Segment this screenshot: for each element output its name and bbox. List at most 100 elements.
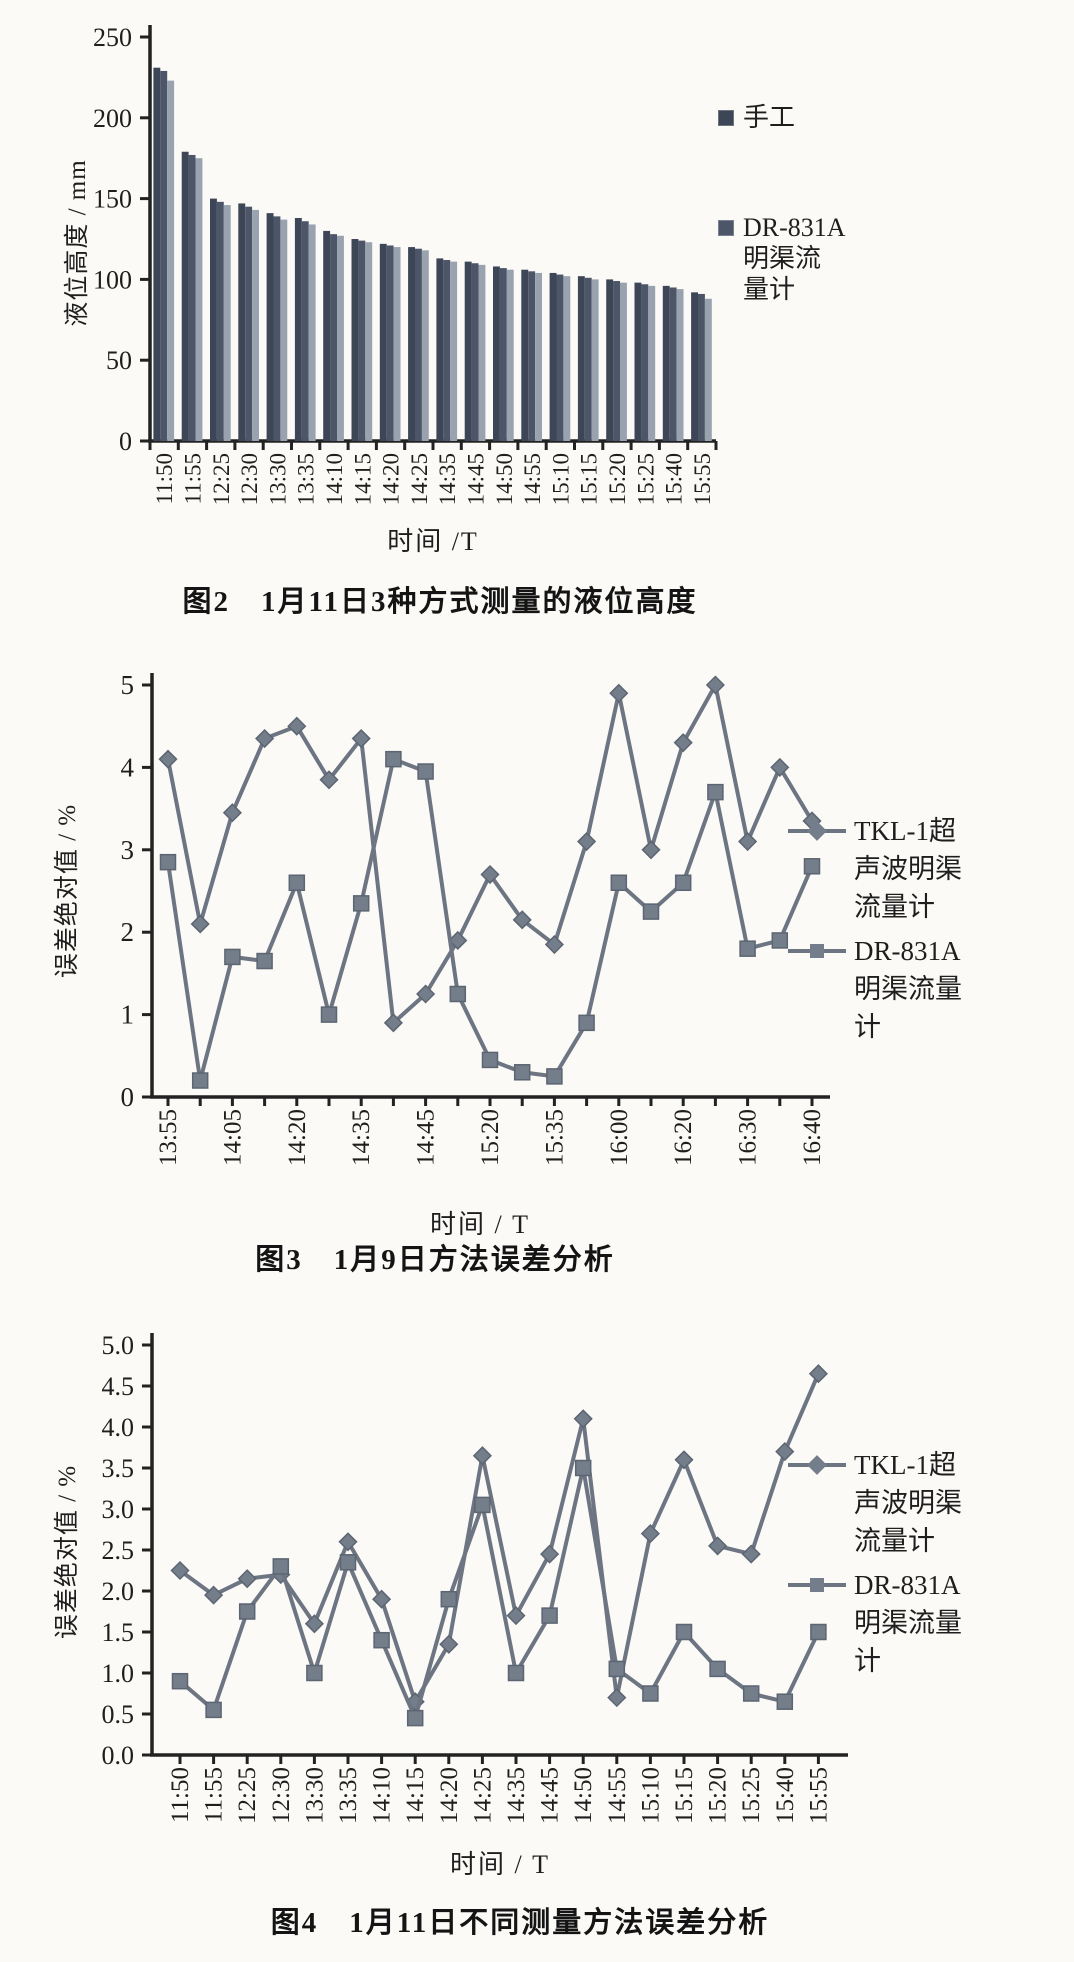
fig4-square-marker	[810, 1623, 827, 1641]
fig4-x-tick-label: 11:55	[201, 1767, 228, 1823]
fig3-diamond-marker	[673, 733, 693, 753]
fig2-bar-dr831a	[528, 271, 536, 441]
fig3-x-tick-label: 16:30	[735, 1109, 762, 1166]
fig3-diamond-marker	[609, 683, 629, 703]
fig3-diamond-marker	[577, 831, 597, 852]
fig2-bar-manual	[351, 239, 359, 441]
fig4-x-axis-title: 时间 / T	[449, 1850, 551, 1879]
fig2-x-tick-label: 14:50	[492, 453, 517, 505]
fig2-bar-aux	[506, 269, 514, 441]
fig3-diamond-marker	[705, 675, 725, 695]
fig4-square-marker	[205, 1701, 222, 1719]
fig4-series-line	[178, 1466, 821, 1721]
fig4-square-marker	[171, 1672, 189, 1690]
fig4-diamond-marker	[170, 1560, 190, 1581]
fig2-bar-aux	[591, 279, 599, 441]
fig2-bar-dr831a	[386, 245, 394, 441]
fig2-y-tick-label: 100	[93, 265, 132, 294]
fig3-x-tick-label: 15:35	[541, 1109, 568, 1166]
fig4-x-tick-label: 15:25	[738, 1767, 765, 1824]
fig3-x-tick-label: 16:20	[670, 1109, 697, 1166]
fig4-square-marker	[574, 1459, 592, 1477]
fig4-y-tick-label: 4.0	[102, 1413, 135, 1442]
fig4-square-marker	[474, 1496, 491, 1514]
fig3-square-marker	[513, 1064, 531, 1081]
fig4-square-marker	[406, 1709, 424, 1727]
fig4-x-tick-label: 14:55	[604, 1767, 631, 1824]
fig3-square-marker	[610, 874, 628, 892]
fig2-bar-manual	[238, 203, 246, 441]
fig3-diamond-marker	[319, 770, 339, 790]
dr831a-line-square-icon	[788, 1566, 846, 1604]
fig4-square-marker	[776, 1693, 794, 1710]
fig2-x-tick-label: 14:25	[407, 453, 432, 505]
fig2-bar-manual	[436, 258, 444, 441]
fig3-legend-label-dr831a: DR-831A 明渠流量 计	[854, 936, 962, 1042]
fig4-diamond-marker	[540, 1544, 560, 1564]
fig2-bar-aux	[620, 282, 627, 441]
fig2-bar-manual	[464, 261, 472, 441]
fig3-x-tick-label: 14:35	[348, 1109, 375, 1166]
fig2-bar-aux	[704, 298, 712, 441]
fig2-bar-manual	[408, 247, 415, 441]
fig3-diamond-marker	[641, 840, 661, 860]
fig2-x-tick-label: 15:15	[577, 453, 602, 505]
fig3-diamond-marker	[190, 914, 210, 934]
fig3-square-marker	[771, 932, 789, 949]
fig4-series-line	[178, 1372, 821, 1704]
fig4-square-marker	[272, 1558, 290, 1575]
fig2-bar-manual	[493, 266, 500, 441]
fig4-x-tick-label: 14:25	[469, 1767, 496, 1824]
fig3-square-marker	[642, 903, 660, 920]
fig3-diamond-marker	[255, 728, 275, 749]
fig3-x-tick-label: 13:55	[155, 1109, 182, 1166]
fig2-y-axis-title: 液位高度 / mm	[64, 159, 91, 327]
fig2-x-tick-label: 15:20	[605, 453, 630, 505]
fig2-bar-dr831a	[330, 234, 337, 441]
fig3-diamond-marker	[738, 831, 758, 852]
tkl1-line-diamond-icon	[788, 1446, 846, 1484]
fig2-bar-aux	[167, 80, 175, 441]
fig4-diamond-marker	[741, 1544, 761, 1564]
fig4-y-tick-label: 5.0	[102, 1331, 135, 1360]
fig2-bar-aux	[535, 272, 542, 441]
fig3-x-tick-label: 16:40	[799, 1109, 826, 1166]
fig2-x-tick-label: 15:25	[633, 453, 658, 505]
fig2-y-tick-label: 200	[93, 104, 132, 133]
fig2-x-tick-label: 12:30	[237, 453, 262, 505]
fig3-square-marker	[546, 1068, 563, 1085]
fig3-y-axis-title: 误差绝对值 / %	[54, 803, 81, 979]
fig2-bar-aux	[365, 242, 373, 441]
fig4-square-marker	[507, 1664, 525, 1682]
fig4-y-tick-label: 3.5	[102, 1454, 135, 1483]
fig2-bar-manual	[266, 213, 274, 441]
fig2-bar-dr831a	[415, 248, 422, 441]
fig2-y-tick-label: 50	[106, 346, 132, 375]
fig2-x-tick-label: 14:35	[435, 453, 460, 505]
fig3-y-tick-label: 2	[121, 917, 135, 947]
fig2-bar-dr831a	[613, 281, 620, 441]
fig4-square-marker	[373, 1631, 390, 1649]
fig4-diamond-marker	[338, 1532, 358, 1552]
fig4-x-tick-label: 14:35	[503, 1767, 530, 1824]
fig2-legend-item-dr831a: DR-831A 明渠流 量计	[718, 212, 846, 305]
fig2-bar-manual	[577, 276, 585, 441]
fig2-bar-dr831a	[443, 260, 451, 441]
manual-series-swatch-icon	[718, 110, 734, 126]
fig2-bar-aux	[280, 219, 288, 441]
fig4-y-tick-label: 1.0	[102, 1659, 135, 1688]
fig2-bar-aux	[450, 261, 458, 441]
fig3-diamond-marker	[222, 803, 242, 823]
fig3-square-marker	[449, 985, 467, 1003]
fig3-x-tick-label: 14:05	[219, 1109, 246, 1166]
fig2-bar-aux	[648, 285, 656, 441]
fig3-legend-item-tkl1: TKL-1超 声波明渠 流量计	[788, 812, 962, 926]
fig4-diamond-marker	[204, 1585, 224, 1605]
fig2-x-tick-label: 15:55	[690, 453, 715, 505]
fig3-square-marker	[159, 853, 177, 871]
fig3-x-axis-title: 时间 / T	[429, 1210, 531, 1239]
fig2-bar-manual	[606, 279, 614, 441]
fig4-square-marker	[440, 1590, 458, 1608]
fig4-diamond-marker	[573, 1409, 593, 1429]
